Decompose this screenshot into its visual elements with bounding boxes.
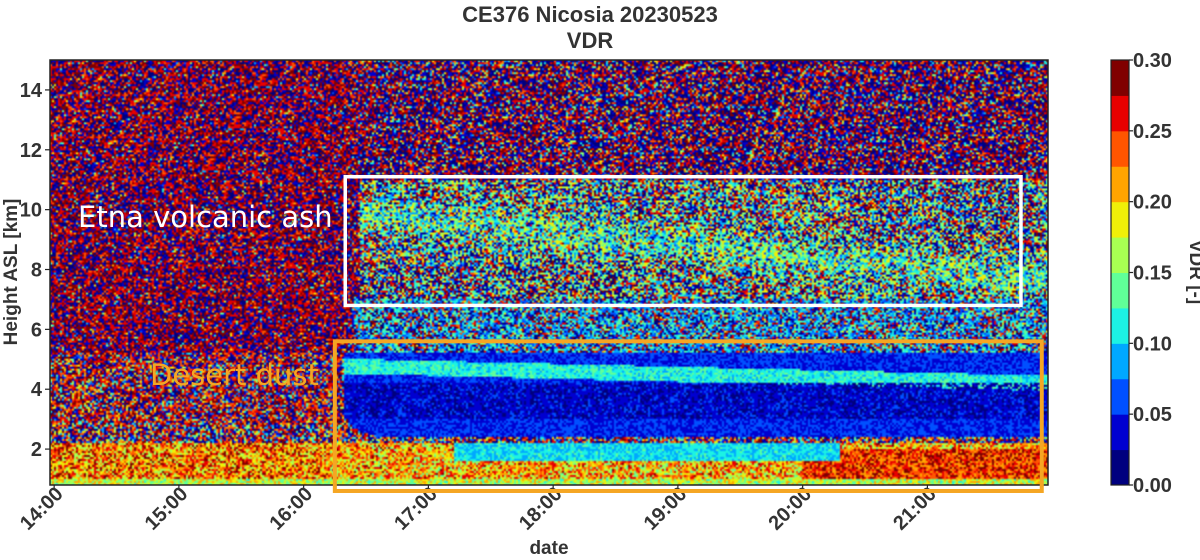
- y-tick-label: 12: [20, 140, 42, 162]
- x-tick-label: 16:00: [265, 483, 317, 535]
- y-tick-label: 4: [31, 379, 43, 401]
- colorbar-segment: [1111, 378, 1129, 415]
- colorbar-segment: [1111, 449, 1129, 486]
- chart-title: CE376 Nicosia 20230523: [462, 2, 718, 27]
- colorbar-segment: [1111, 307, 1129, 344]
- colorbar-ticks: 0.00 0.05 0.10 0.15 0.20 0.25 0.30: [1129, 50, 1172, 497]
- colorbar-tick-label: 0.15: [1133, 263, 1172, 285]
- etna-ash-box: [343, 174, 1023, 308]
- y-tick-label: 6: [31, 319, 42, 341]
- colorbar-tick-label: 0.20: [1133, 192, 1172, 214]
- colorbar-segment: [1111, 343, 1129, 380]
- etna-ash-label: Etna volcanic ash: [78, 200, 333, 234]
- y-tick-label: 10: [20, 200, 42, 222]
- colorbar-segment: [1111, 130, 1129, 167]
- colorbar-tick-label: 0.05: [1133, 404, 1172, 426]
- x-tick-label: 14:00: [16, 483, 68, 535]
- y-axis-label: Height ASL [km]: [1, 199, 22, 346]
- colorbar-tick-label: 0.00: [1133, 475, 1172, 497]
- colorbar-segment: [1111, 201, 1129, 238]
- y-tick-label: 8: [31, 260, 42, 282]
- colorbar-segment: [1111, 95, 1129, 132]
- colorbar-segment: [1111, 237, 1129, 273]
- x-tick-label: 15:00: [141, 483, 193, 535]
- y-tick-label: 14: [20, 80, 43, 102]
- plot-area: [49, 59, 1049, 486]
- colorbar-tick-label: 0.10: [1133, 333, 1172, 355]
- plot-frame: [49, 59, 1049, 486]
- colorbar-segment: [1111, 414, 1129, 451]
- colorbar-segment: [1111, 272, 1129, 309]
- annotations: Etna volcanic ash Desert dust: [78, 174, 1044, 493]
- colorbar-label: VDR [-]: [1185, 240, 1200, 304]
- desert-dust-label: Desert dust: [150, 358, 319, 392]
- colorbar-segment: [1111, 166, 1129, 203]
- y-axis-ticks: 2 4 6 8 10 12 14: [20, 80, 50, 461]
- desert-dust-box: [332, 339, 1044, 493]
- colorbar: 0.00 0.05 0.10 0.15 0.20 0.25 0.30 VDR [-]: [1110, 50, 1200, 497]
- colorbar-tick-label: 0.25: [1133, 121, 1172, 143]
- y-tick-label: 2: [31, 439, 42, 461]
- vdr-heatmap: [50, 60, 1048, 485]
- chart-subtitle: VDR: [567, 28, 614, 53]
- x-axis-label: date: [529, 538, 568, 559]
- colorbar-segments: [1111, 60, 1129, 486]
- colorbar-segment: [1111, 60, 1129, 96]
- colorbar-tick-label: 0.30: [1133, 50, 1172, 72]
